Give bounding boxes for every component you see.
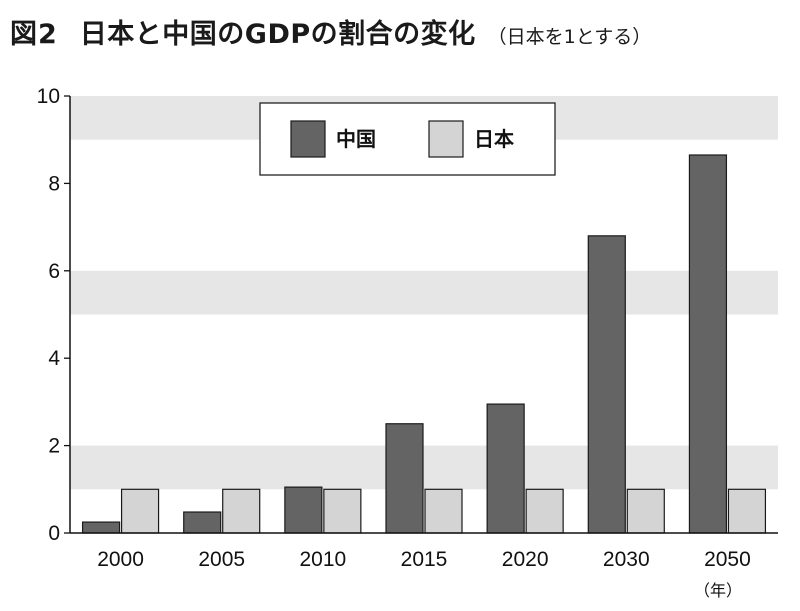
bar-china-2030 <box>587 235 626 534</box>
x-tick-label: 2010 <box>299 548 346 571</box>
x-tick-label: 2030 <box>603 548 650 571</box>
figure-number: 図2 <box>10 19 58 50</box>
bar-china-2010 <box>284 486 323 534</box>
y-tick-label: 8 <box>48 172 60 195</box>
chart-title: 日本と中国のGDPの割合の変化 <box>79 19 476 50</box>
x-tick-label: 2050 <box>704 548 751 571</box>
background-bands <box>70 96 778 490</box>
x-tick-label: 2000 <box>97 548 144 571</box>
bar-china-2015 <box>385 423 424 534</box>
chart-title-row: 図2 日本と中国のGDPの割合の変化 （日本を1とする） <box>10 12 651 52</box>
y-tick-label: 4 <box>48 347 60 370</box>
legend-swatch-japan <box>428 120 464 158</box>
x-tick-label: 2005 <box>198 548 245 571</box>
x-axis-ticks: 2000 2005 2010 2015 2020 2030 2050 <box>97 548 751 571</box>
y-tick-label: 6 <box>48 260 60 283</box>
bar-japan-2010 <box>323 488 362 534</box>
y-axis-ticks: 0 2 4 6 8 10 <box>37 85 70 545</box>
legend: 中国 日本 <box>259 102 556 176</box>
bar-japan-2015 <box>424 488 463 534</box>
bar-china-2000 <box>81 521 121 534</box>
bar-japan-2020 <box>525 488 564 534</box>
legend-label-japan: 日本 <box>474 127 514 151</box>
x-tick-label: 2015 <box>401 548 448 571</box>
x-tick-label: 2020 <box>502 548 549 571</box>
legend-label-china: 中国 <box>336 127 376 151</box>
bar-china-2020 <box>486 403 525 534</box>
bar-japan-2000 <box>120 488 160 534</box>
chart-subtitle: （日本を1とする） <box>487 26 652 48</box>
bar-china-2005 <box>183 511 222 534</box>
bar-japan-2030 <box>626 488 665 534</box>
x-axis-unit-label: （年） <box>694 581 742 600</box>
legend-swatch-china <box>290 120 326 158</box>
grid-band <box>70 270 778 315</box>
axes <box>69 96 778 534</box>
y-tick-label: 10 <box>37 85 60 108</box>
y-tick-label: 0 <box>48 522 60 545</box>
bar-japan-2050 <box>727 488 767 534</box>
y-tick-label: 2 <box>48 435 60 458</box>
bar-china-2050 <box>688 154 728 534</box>
grid-band <box>70 445 778 490</box>
bar-japan-2005 <box>222 488 261 534</box>
